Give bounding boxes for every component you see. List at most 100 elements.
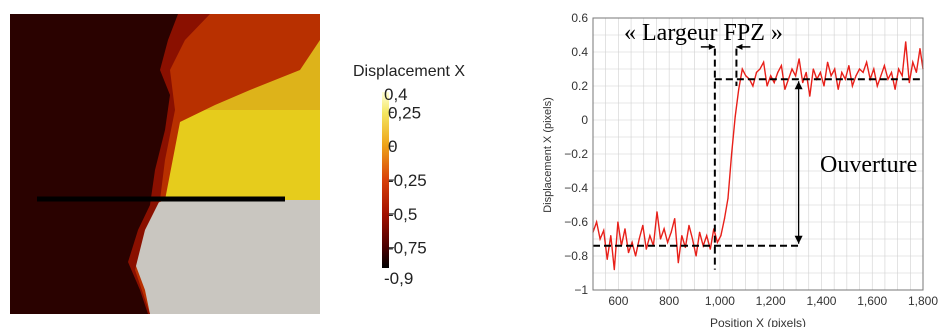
data-point	[677, 262, 679, 264]
x-tick-label: 1,200	[756, 294, 786, 308]
colorbar-tick-label: 0	[388, 137, 397, 156]
x-tick-label: 1,600	[857, 294, 887, 308]
data-point	[883, 65, 886, 67]
width-arrowhead-right	[736, 43, 743, 50]
data-point	[876, 85, 878, 87]
data-point	[691, 238, 694, 240]
data-point	[841, 71, 843, 73]
data-point	[851, 85, 854, 87]
colorbar-tick-label: 0,25	[388, 103, 421, 122]
opening-arrowhead-bottom	[794, 235, 803, 244]
colorbar: Displacement X 0,4 -0,9 0,25 0 -0,25 -0,5 -0…	[353, 63, 465, 288]
y-tick-label: −1	[574, 283, 588, 297]
data-point	[723, 218, 726, 220]
data-point	[706, 235, 708, 237]
data-point	[915, 71, 918, 73]
data-point	[919, 48, 921, 50]
data-point	[890, 71, 893, 73]
x-tick-label: 1,800	[908, 294, 938, 308]
colorbar-gradient	[382, 92, 389, 268]
data-point	[901, 75, 903, 77]
data-point	[624, 228, 626, 230]
data-point	[720, 235, 722, 237]
x-tick-label: 800	[659, 294, 679, 308]
annotation-opening-label: Ouverture	[820, 152, 917, 178]
data-point	[716, 241, 718, 243]
annotation-lines	[593, 43, 923, 270]
x-tick-label: 1,000	[705, 294, 735, 308]
data-point	[752, 85, 754, 87]
y-tick-label: 0	[581, 113, 588, 127]
data-point	[649, 235, 651, 237]
y-axis-label: Displacement X (pixels)	[542, 97, 554, 213]
field-region-dark	[10, 14, 178, 314]
data-point	[880, 75, 882, 77]
data-point	[773, 82, 775, 84]
colorbar-max-label: 0,4	[384, 85, 408, 104]
data-point	[627, 252, 630, 254]
x-axis-label: Position X (pixels)	[710, 316, 806, 327]
data-point	[866, 61, 868, 63]
data-point	[784, 88, 786, 90]
data-point	[635, 255, 637, 257]
data-point	[709, 248, 711, 250]
colorbar-title: Displacement X	[353, 63, 465, 80]
y-tick-label: −0.6	[564, 215, 588, 229]
data-point	[780, 65, 782, 67]
data-point	[787, 78, 790, 80]
data-point	[738, 88, 740, 90]
data-point	[684, 246, 687, 249]
data-point	[809, 95, 811, 97]
data-point	[727, 197, 729, 199]
y-tick-label: −0.8	[564, 249, 588, 263]
data-point	[734, 116, 736, 118]
series-line	[592, 41, 924, 270]
data-point	[741, 68, 743, 70]
data-point	[837, 88, 839, 90]
data-point	[848, 65, 850, 67]
data-point	[667, 241, 669, 243]
data-point	[638, 238, 640, 240]
data-point	[830, 75, 832, 77]
data-point	[631, 241, 633, 243]
opening-arrowhead-top	[794, 81, 803, 90]
data-point	[670, 231, 672, 233]
y-tick-label: −0.4	[564, 181, 588, 195]
data-point	[770, 75, 772, 77]
data-point	[862, 71, 864, 73]
data-point	[681, 235, 683, 237]
data-point	[674, 218, 676, 220]
data-point	[826, 61, 829, 63]
data-point	[759, 68, 761, 70]
data-point	[894, 88, 896, 90]
plot-frame	[592, 17, 924, 291]
data-point	[912, 61, 914, 63]
y-tick-label: 0.6	[571, 11, 588, 25]
y-tick-label: 0.4	[571, 45, 588, 59]
colorbar-tick-label: -0,25	[388, 171, 427, 190]
data-point	[905, 41, 907, 43]
data-point	[802, 82, 804, 84]
data-point	[834, 68, 836, 70]
data-point	[745, 75, 747, 77]
data-point	[762, 61, 765, 63]
data-point	[656, 211, 658, 213]
data-point	[695, 255, 697, 257]
data-point	[642, 224, 644, 226]
displacement-field-map	[10, 14, 320, 314]
data-point	[777, 71, 779, 73]
line-chart: 600 800 1,000 1,200 1,400 1,600 1,800 −1 −0.8 −0…	[542, 11, 938, 327]
colorbar-min-label: -0,9	[384, 269, 413, 288]
x-tick-labels: 600 800 1,000 1,200 1,400 1,600 1,800	[608, 294, 938, 308]
data-point	[791, 68, 793, 70]
data-point	[887, 78, 889, 80]
data-point	[755, 71, 758, 73]
x-tick-label: 1,400	[806, 294, 836, 308]
data-point	[606, 258, 608, 260]
data-point	[812, 68, 814, 70]
colorbar-tick-label: -0,75	[388, 239, 427, 258]
data-point	[844, 78, 846, 80]
data-point	[805, 71, 807, 73]
data-point	[855, 75, 857, 77]
